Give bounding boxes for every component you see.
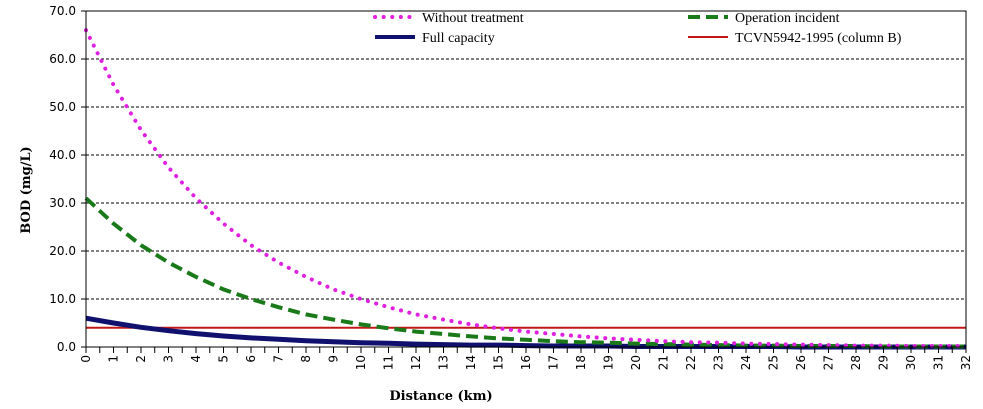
x-tick-label: 22 [684,355,698,370]
x-tick-label: 5 [217,355,231,363]
legend: Without treatment Operation incident Full … [373,11,902,46]
x-tick-label: 25 [767,355,781,370]
x-tick-label: 27 [822,355,836,370]
gridlines [86,10,966,300]
x-tick-label: 18 [574,355,588,370]
y-tick-label: 10.0 [49,292,76,306]
legend-label: Operation incident [735,11,840,26]
x-tick-label: 19 [602,355,616,370]
x-tick-label: 7 [272,355,286,363]
series-line-full-capacity [85,315,966,350]
x-tick-labels: 0 1 2 3 4 5 6 7 8 9 10 11 12 13 14 15 16 17 18 19 20 21 22 23 24… [79,355,973,370]
legend-label: Full capacity [422,31,495,46]
x-tick-label: 11 [382,355,396,370]
y-tick-labels: 0.0 10.0 20.0 30.0 40.0 50.0 60.0 70.0 [49,4,76,354]
x-tick-label: 3 [162,355,176,363]
x-axis-title: Distance (km) [389,389,492,404]
plot-area-border [85,10,967,348]
y-tick-label: 0.0 [57,340,76,354]
x-tick-label: 20 [629,355,643,370]
x-tick-label: 26 [794,355,808,370]
x-tick-label: 1 [107,355,121,363]
series-line-without-treatment [84,28,968,348]
y-axis-title: BOD (mg/L) [19,146,34,233]
x-tick-label: 17 [547,355,561,370]
x-tick-label: 2 [134,355,148,363]
x-tick-label: 30 [904,355,918,370]
x-tick-label: 24 [739,355,753,370]
y-tick-label: 20.0 [49,244,76,258]
y-tick-label: 30.0 [49,196,76,210]
x-tick-label: 6 [244,355,258,363]
y-tick-label: 70.0 [49,4,76,18]
x-tick-label: 28 [849,355,863,370]
x-tick-label: 12 [409,355,423,370]
x-tick-label: 32 [959,355,973,370]
x-tick-label: 29 [877,355,891,370]
x-tick-label: 31 [932,355,946,370]
legend-label: TCVN5942-1995 (column B) [735,31,902,46]
y-tick-label: 50.0 [49,100,76,114]
y-tick-label: 40.0 [49,148,76,162]
x-tick-label: 0 [79,355,93,363]
x-tick-label: 15 [492,355,506,370]
x-tick-label: 14 [464,355,478,370]
x-tick-label: 16 [519,355,533,370]
x-tick-label: 8 [299,355,313,363]
x-tick-label: 23 [712,355,726,370]
x-tick-label: 4 [189,355,203,363]
axes [81,10,967,353]
x-tick-label: 21 [657,355,671,370]
legend-label: Without treatment [422,11,524,26]
x-tick-label: 10 [354,355,368,370]
x-tick-label: 9 [327,355,341,363]
y-tick-label: 60.0 [49,52,76,66]
x-tick-label: 13 [437,355,451,370]
